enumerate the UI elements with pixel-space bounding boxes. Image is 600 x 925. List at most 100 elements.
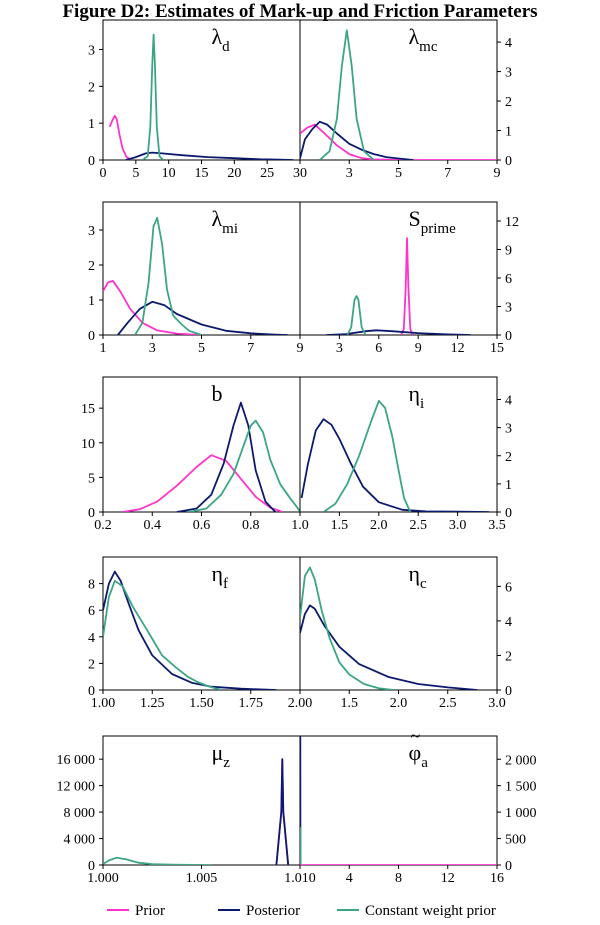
legend-label: Prior bbox=[135, 903, 165, 919]
y-tick-label: 2 bbox=[88, 80, 95, 95]
x-tick-label: 20 bbox=[227, 166, 241, 181]
series-constant-weight-prior-line bbox=[319, 29, 375, 160]
y-tick-label: 2 bbox=[505, 95, 512, 110]
y-tick-label: 12 000 bbox=[57, 780, 96, 795]
panel-symbol: μ bbox=[212, 740, 224, 765]
series-posterior-line bbox=[275, 758, 290, 865]
y-tick-label: 1 bbox=[505, 125, 512, 140]
y-tick-label: 2 bbox=[505, 450, 512, 465]
legend-label: Constant weight prior bbox=[365, 903, 496, 919]
legend-item-posterior: Posterior bbox=[218, 903, 300, 919]
panel-symbol: η bbox=[409, 561, 421, 586]
x-tick-label: 1.50 bbox=[189, 696, 214, 711]
series-constant-weight-prior-line bbox=[103, 856, 212, 865]
series-posterior-line bbox=[125, 151, 294, 160]
series-constant-weight-prior-line bbox=[323, 399, 412, 512]
x-tick-label: 2.0 bbox=[370, 518, 388, 533]
x-tick-label: 0.2 bbox=[94, 518, 112, 533]
series-constant-weight-prior-line bbox=[103, 580, 222, 690]
panel-subscript: mi bbox=[222, 221, 238, 237]
y-tick-label: 4 000 bbox=[64, 833, 96, 848]
y-tick-label: 6 bbox=[88, 604, 95, 619]
y-tick-label: 2 bbox=[88, 657, 95, 672]
x-tick-label: 4 bbox=[346, 871, 353, 886]
x-tick-label: 1.5 bbox=[341, 696, 359, 711]
panel-subscript: prime bbox=[421, 221, 456, 237]
panel-label: ηc bbox=[409, 561, 428, 592]
panel-b: 0.2 0.4 0.6 0.8 1.0 0 5 10 15 b bbox=[81, 376, 309, 533]
panel-label: φa bbox=[409, 740, 429, 771]
y-tick-label: 1 000 bbox=[505, 806, 537, 821]
figure-title: Figure D2: Estimates of Mark-up and Fric… bbox=[62, 1, 538, 22]
y-tick-label: 0 bbox=[88, 329, 95, 344]
panel-label: Sprime bbox=[409, 206, 457, 237]
series-prior-line bbox=[108, 114, 132, 160]
panel-subscript: f bbox=[223, 576, 228, 592]
panel-frame bbox=[299, 556, 498, 691]
y-tick-label: 3 bbox=[505, 66, 512, 81]
y-tick-label: 0 bbox=[88, 859, 95, 874]
panel-symbol: S bbox=[409, 206, 421, 231]
y-tick-label: 4 bbox=[88, 631, 95, 646]
y-tick-label: 2 bbox=[88, 259, 95, 274]
panel-label: μz bbox=[212, 740, 231, 771]
y-tick-label: 0 bbox=[505, 329, 512, 344]
series-posterior-line bbox=[117, 300, 288, 335]
x-tick-label: 1.005 bbox=[186, 871, 218, 886]
panel-subscript: i bbox=[420, 396, 424, 412]
x-tick-label: 8 bbox=[395, 871, 402, 886]
panel-symbol: η bbox=[212, 561, 224, 586]
y-tick-label: 12 bbox=[505, 215, 519, 230]
panel-lambda_mc: 3 5 7 90 1 2 3 4 λmc bbox=[299, 19, 512, 181]
x-tick-label: 0 bbox=[100, 166, 107, 181]
y-tick-label: 0 bbox=[88, 154, 95, 169]
panel-symbol: λ bbox=[212, 24, 223, 49]
x-tick-label: 1.010 bbox=[284, 871, 316, 886]
x-tick-label: 2.00 bbox=[288, 696, 313, 711]
panel-frame bbox=[299, 201, 498, 336]
series-constant-weight-prior-line bbox=[346, 295, 367, 335]
x-tick-label: 9 bbox=[494, 166, 501, 181]
x-tick-label: 3.5 bbox=[488, 518, 506, 533]
y-tick-label: 0 bbox=[88, 684, 95, 699]
series-constant-weight-prior-line bbox=[300, 566, 394, 690]
panel-subscript: mc bbox=[419, 39, 438, 55]
x-tick-label: 15 bbox=[490, 341, 504, 356]
x-tick-label: 0.6 bbox=[193, 518, 211, 533]
y-tick-label: 10 bbox=[81, 437, 95, 452]
x-tick-label: 2.0 bbox=[390, 696, 408, 711]
panel-frame bbox=[102, 19, 301, 161]
x-tick-label: 7 bbox=[247, 341, 254, 356]
y-tick-label: 4 bbox=[505, 394, 512, 409]
x-tick-label: 0.8 bbox=[242, 518, 260, 533]
panel-s_prime: 3 6 9 12 150 3 6 9 12 Sprime bbox=[299, 201, 519, 356]
x-tick-label: 5 bbox=[132, 166, 139, 181]
panel-frame bbox=[102, 201, 301, 336]
x-tick-label: 1.25 bbox=[140, 696, 165, 711]
x-tick-label: 1.75 bbox=[239, 696, 264, 711]
series-constant-weight-prior-line bbox=[141, 33, 165, 160]
y-tick-label: 2 000 bbox=[505, 753, 537, 768]
panel-lambda_d: 0 5 10 15 20 25 30 0 1 2 3 λd bbox=[88, 19, 307, 181]
x-tick-label: 2.5 bbox=[409, 518, 427, 533]
y-tick-label: 3 bbox=[505, 422, 512, 437]
series-prior-line bbox=[300, 123, 497, 160]
y-tick-label: 16 000 bbox=[57, 753, 96, 768]
y-tick-label: 1 500 bbox=[505, 780, 537, 795]
panel-mu_z: 1.000 1.005 1.010 0 4 000 8 000 12 000 16 000 μz bbox=[57, 735, 316, 886]
x-tick-label: 1 bbox=[100, 341, 107, 356]
y-tick-label: 1 bbox=[505, 478, 512, 493]
series-posterior-line bbox=[326, 329, 471, 335]
y-tick-label: 5 bbox=[88, 471, 95, 486]
y-tick-label: 8 000 bbox=[64, 806, 96, 821]
x-tick-label: 1.000 bbox=[87, 871, 119, 886]
x-tick-label: 3.0 bbox=[488, 696, 506, 711]
y-tick-label: 3 bbox=[88, 43, 95, 58]
x-tick-label: 9 bbox=[415, 341, 422, 356]
panel-frame bbox=[299, 376, 498, 513]
x-tick-label: 3 bbox=[336, 341, 343, 356]
legend-label: Posterior bbox=[246, 903, 300, 919]
panel-frame bbox=[299, 735, 498, 866]
